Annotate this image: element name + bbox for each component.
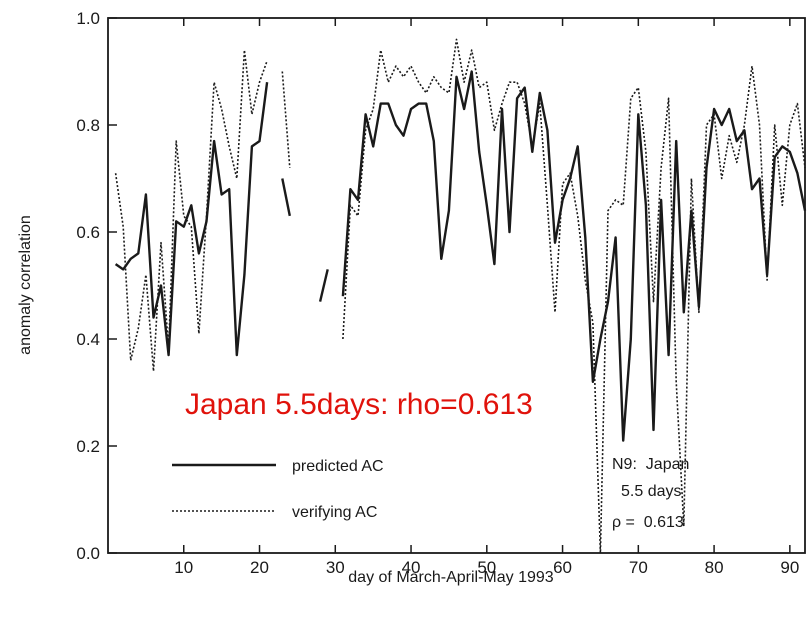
series-line-verifying-segment-1 [114,49,268,372]
stats-annotation: N9: Japan 5.5 days ρ = 0.613 [612,456,689,531]
series-line-verifying-segment-2 [281,71,291,168]
x-tick-label-70: 70 [629,558,648,577]
y-axis-label: anomaly correlation [17,215,34,355]
annotation-line-2: 5.5 days [621,483,681,500]
legend: predicted AC verifying AC [172,458,384,521]
x-tick-label-80: 80 [705,558,724,577]
y-tick-label-0.6: 0.6 [76,223,100,242]
series-layer [114,38,807,554]
legend-label-predicted: predicted AC [292,458,384,475]
ticks-layer: 10 20 30 40 50 60 70 80 90 0.0 0.2 0.4 0.6 0.8 1.0 [76,9,799,577]
x-tick-label-60: 60 [553,558,572,577]
series-line-predicted-segment-4 [341,70,807,442]
x-tick-label-90: 90 [780,558,799,577]
overlay-caption: Japan 5.5days: rho=0.613 [185,388,533,421]
annotation-line-3: ρ = 0.613 [612,514,684,531]
x-tick-label-50: 50 [477,558,496,577]
x-axis-label: day of March-April-May 1993 [348,569,554,586]
y-tick-label-1.0: 1.0 [76,9,100,28]
y-tick-label-0.0: 0.0 [76,544,100,563]
series-line-predicted-segment-1 [114,82,269,357]
x-tick-label-20: 20 [250,558,269,577]
y-tick-label-0.4: 0.4 [76,330,100,349]
series-line-predicted-segment-2 [281,178,291,217]
x-tick-label-30: 30 [326,558,345,577]
plot-frame [107,17,806,554]
series-line-predicted-segment-3 [318,269,329,302]
legend-label-verifying: verifying AC [292,504,377,521]
series-line-verifying-segment-3 [342,38,806,554]
x-tick-label-10: 10 [174,558,193,577]
y-tick-label-0.2: 0.2 [76,437,100,456]
y-tick-label-0.8: 0.8 [76,116,100,135]
x-tick-label-40: 40 [402,558,421,577]
annotation-line-1: N9: Japan [612,456,689,473]
